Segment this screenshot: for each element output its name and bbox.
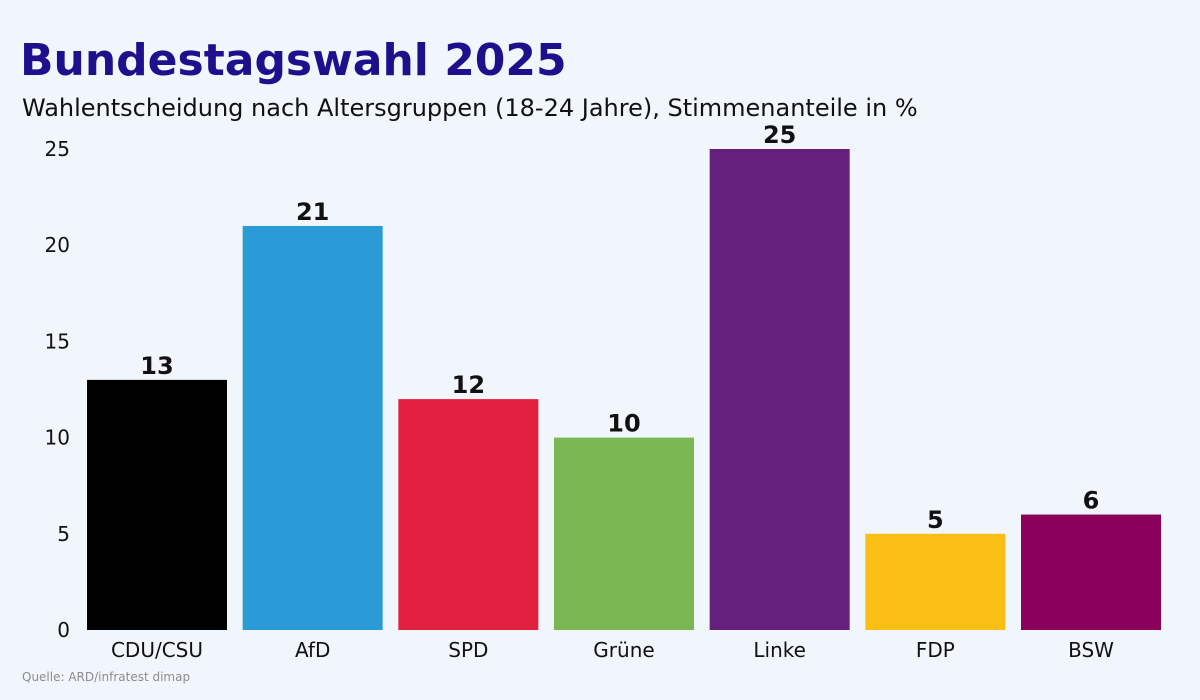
bar-fdp xyxy=(865,533,1006,630)
x-axis: CDU/CSU AfD SPD Grüne Linke FDP BSW xyxy=(111,638,1114,662)
y-tick-label: 20 xyxy=(45,233,70,257)
x-tick-label: Grüne xyxy=(593,638,654,662)
y-tick-label: 10 xyxy=(45,426,70,450)
y-tick-label: 15 xyxy=(45,329,70,353)
bar-cdu-csu xyxy=(87,379,227,630)
chart-subtitle: Wahlentscheidung nach Altersgruppen (18-… xyxy=(22,94,918,122)
data-label: 6 xyxy=(1083,487,1100,515)
y-axis: 0 5 10 15 20 25 xyxy=(45,137,70,642)
x-tick-label: FDP xyxy=(916,638,955,662)
bar-gr-ne xyxy=(554,437,694,630)
bars: 13 21 12 10 25 5 6 xyxy=(87,121,1161,630)
y-tick-label: 25 xyxy=(45,137,70,161)
bar-spd xyxy=(398,399,539,630)
x-tick-label: AfD xyxy=(295,638,330,662)
y-tick-label: 5 xyxy=(57,522,70,546)
x-tick-label: BSW xyxy=(1068,638,1114,662)
data-label: 13 xyxy=(140,352,173,380)
bar-bsw xyxy=(1021,514,1161,630)
data-label: 25 xyxy=(763,121,796,149)
data-label: 10 xyxy=(607,410,640,438)
x-tick-label: SPD xyxy=(448,638,488,662)
bar-afd xyxy=(242,225,383,630)
bar-linke xyxy=(709,149,850,630)
x-tick-label: CDU/CSU xyxy=(111,638,203,662)
source-note: Quelle: ARD/infratest dimap xyxy=(22,670,191,684)
data-label: 21 xyxy=(296,198,329,226)
y-tick-label: 0 xyxy=(57,618,70,642)
data-label: 5 xyxy=(927,506,944,534)
chart-title: Bundestagswahl 2025 xyxy=(20,35,567,86)
x-tick-label: Linke xyxy=(753,638,806,662)
data-label: 12 xyxy=(452,371,485,399)
